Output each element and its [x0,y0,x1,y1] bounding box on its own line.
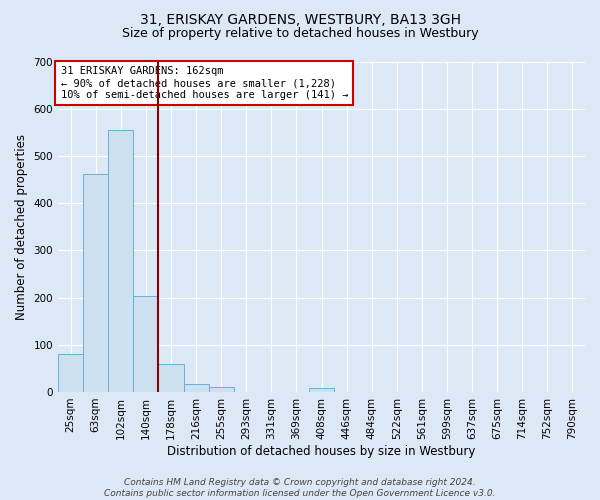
X-axis label: Distribution of detached houses by size in Westbury: Distribution of detached houses by size … [167,444,476,458]
Text: Size of property relative to detached houses in Westbury: Size of property relative to detached ho… [122,28,478,40]
Bar [133,296,158,392]
Bar [184,384,209,392]
Text: 31, ERISKAY GARDENS, WESTBURY, BA13 3GH: 31, ERISKAY GARDENS, WESTBURY, BA13 3GH [139,12,461,26]
Bar [108,130,133,392]
Bar [83,174,108,392]
Bar [58,354,83,392]
Bar [209,387,233,392]
Text: 31 ERISKAY GARDENS: 162sqm
← 90% of detached houses are smaller (1,228)
10% of s: 31 ERISKAY GARDENS: 162sqm ← 90% of deta… [61,66,348,100]
Bar [158,364,184,392]
Text: Contains HM Land Registry data © Crown copyright and database right 2024.
Contai: Contains HM Land Registry data © Crown c… [104,478,496,498]
Bar [309,388,334,392]
Y-axis label: Number of detached properties: Number of detached properties [15,134,28,320]
